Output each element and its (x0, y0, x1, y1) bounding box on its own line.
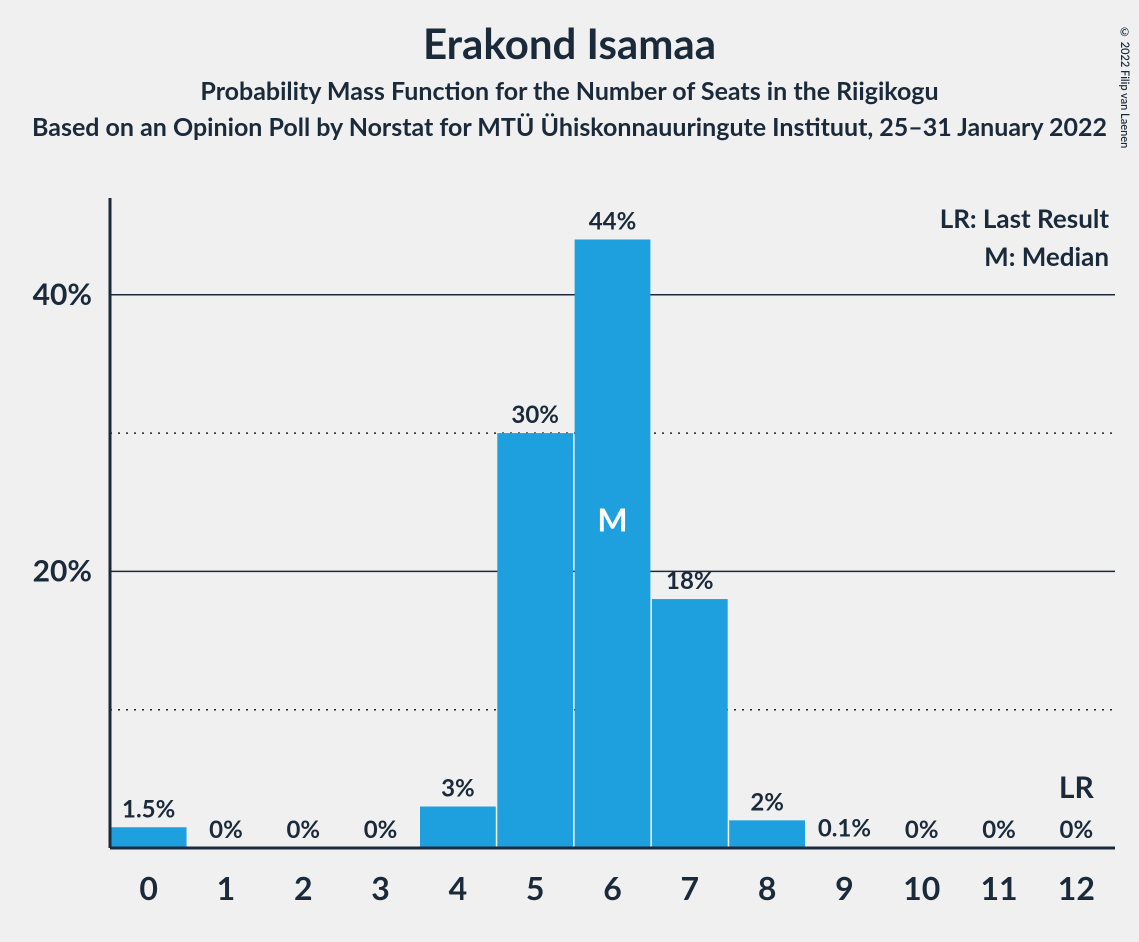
x-tick-label: 2 (294, 868, 313, 907)
chart-source: Based on an Opinion Poll by Norstat for … (0, 112, 1139, 142)
bar-value-label: 0% (905, 815, 939, 844)
x-tick-label: 11 (980, 868, 1017, 907)
x-tick-label: 8 (758, 868, 777, 907)
median-marker: M (597, 500, 627, 539)
chart-subtitle: Probability Mass Function for the Number… (0, 76, 1139, 106)
y-tick-label: 40% (33, 276, 92, 312)
bar (111, 827, 187, 848)
x-tick-label: 4 (449, 868, 468, 907)
copyright-text: © 2022 Filip van Laenen (1118, 26, 1131, 148)
bar-value-label: 30% (511, 400, 559, 429)
last-result-marker: LR (1059, 769, 1095, 805)
bar-value-label: 18% (666, 566, 714, 595)
bar (652, 599, 728, 848)
bar (420, 807, 496, 848)
bar-chart: 1.5% 0% 0% 0% 3% 30% 44% M 18% 2% 0.1% 0% 0% 0% LR 20% 4… (0, 188, 1139, 942)
bar-value-label: 0% (364, 815, 398, 844)
x-tick-label: 12 (1058, 868, 1095, 907)
bar-value-label: 0.1% (818, 814, 871, 843)
bar-value-label: 0% (209, 815, 243, 844)
bar (575, 239, 651, 848)
chart-title: Erakond Isamaa (0, 18, 1139, 68)
bar (497, 433, 573, 848)
bar-value-label: 3% (441, 774, 475, 803)
bar-value-label: 2% (750, 787, 784, 816)
x-tick-label: 1 (217, 868, 236, 907)
bar-value-label: 1.5% (122, 794, 175, 823)
x-tick-label: 9 (835, 868, 854, 907)
x-tick-label: 10 (903, 868, 940, 907)
chart-area: 1.5% 0% 0% 0% 3% 30% 44% M 18% 2% 0.1% 0% 0% 0% LR 20% 4… (0, 188, 1139, 942)
y-tick-label: 20% (33, 552, 92, 588)
legend-lr: LR: Last Result (940, 202, 1110, 234)
bar-value-label: 44% (589, 206, 637, 235)
bar-value-label: 0% (286, 815, 320, 844)
x-tick-label: 5 (526, 868, 545, 907)
x-tick-label: 3 (371, 868, 390, 907)
bar (729, 820, 805, 848)
x-tick-label: 0 (139, 868, 158, 907)
legend-median: M: Median (984, 240, 1109, 272)
bar-value-label: 0% (1060, 815, 1094, 844)
x-tick-label: 7 (681, 868, 700, 907)
x-tick-label: 6 (603, 868, 622, 907)
bar-value-label: 0% (982, 815, 1016, 844)
